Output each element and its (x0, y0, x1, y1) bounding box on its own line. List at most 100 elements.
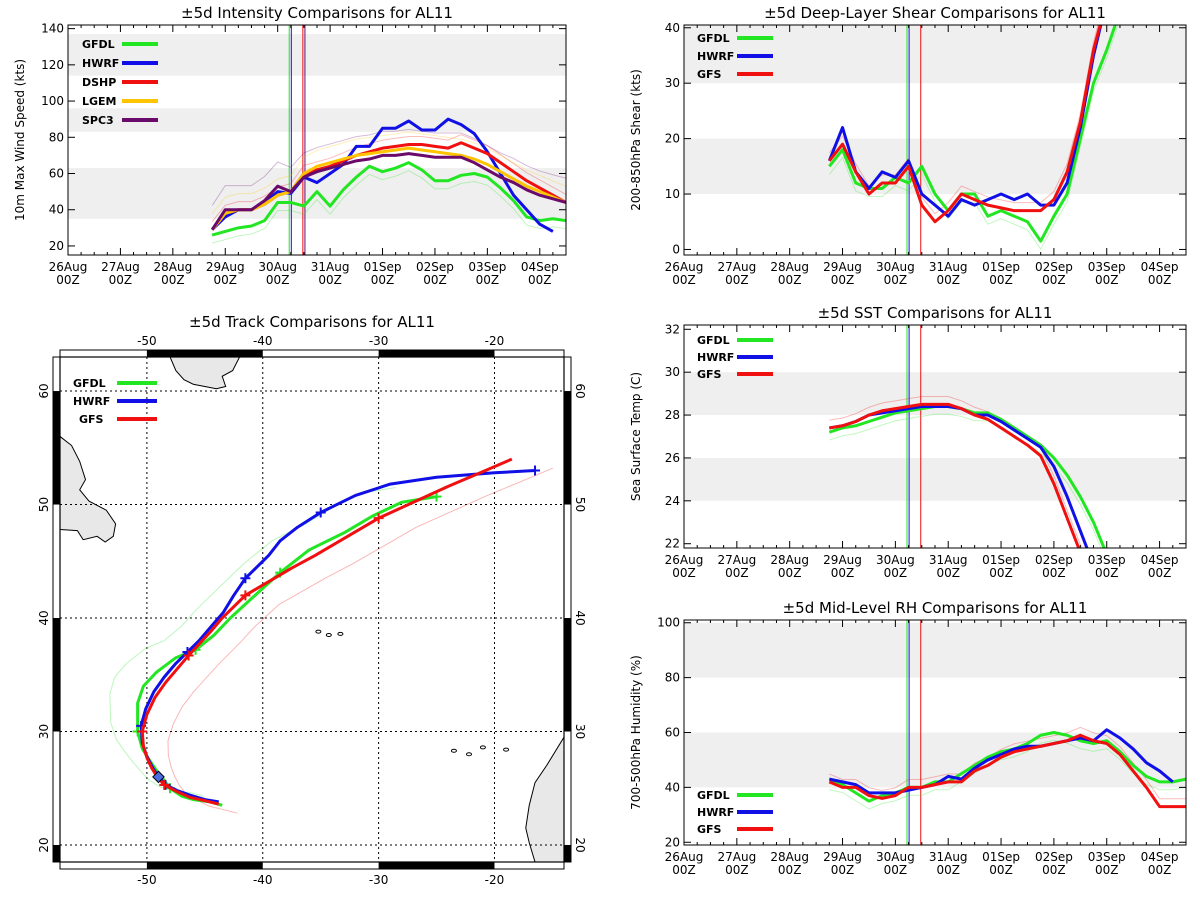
track-day-marker (240, 573, 251, 584)
y-tick-label: 80 (665, 671, 680, 685)
x-tick-label: 04Sep (521, 260, 559, 274)
x-tick-hour: 00Z (672, 863, 696, 877)
chart-title: ±5d Track Comparisons for AL11 (189, 313, 435, 331)
lat-label-left: 20 (37, 837, 51, 852)
x-tick-hour: 00Z (476, 273, 500, 287)
y-axis-label: 10m Max Wind Speed (kts) (13, 59, 27, 221)
x-tick-hour: 00Z (371, 273, 395, 287)
x-tick-hour: 00Z (831, 863, 855, 877)
lat-label-right: 30 (573, 724, 587, 739)
legend-label: SPC3 (82, 114, 114, 127)
lon-label-bottom: -50 (137, 873, 157, 887)
x-tick-hour: 00Z (778, 273, 802, 287)
island (465, 752, 472, 757)
x-tick-hour: 00Z (725, 566, 749, 580)
legend-label: HWRF (697, 50, 734, 63)
x-tick-label: 03Sep (468, 260, 506, 274)
lat-label-left: 30 (37, 724, 51, 739)
x-tick-label: 31Aug (929, 850, 968, 864)
lat-label-right: 20 (573, 837, 587, 852)
newfoundland-land (60, 435, 117, 543)
y-tick-label: 20 (49, 239, 64, 253)
shade-band (684, 372, 1186, 416)
previous-forecast-gfs (829, 726, 1186, 800)
x-tick-label: 01Sep (982, 260, 1020, 274)
x-tick-label: 28Aug (770, 553, 809, 567)
border-outline (52, 356, 61, 863)
y-tick-label: 24 (665, 494, 680, 508)
legend-label: GFS (697, 368, 722, 381)
lat-label-left: 60 (37, 383, 51, 398)
plot-area (827, 25, 1119, 255)
x-tick-label: 30Aug (876, 553, 915, 567)
x-tick-hour: 00Z (778, 863, 802, 877)
border-bar (53, 391, 60, 505)
plot-area (210, 25, 566, 255)
x-tick-label: 26Aug (665, 850, 704, 864)
lon-label-bottom: -20 (485, 873, 505, 887)
x-tick-hour: 00Z (672, 273, 696, 287)
border-bar (53, 844, 60, 862)
legend-label: LGEM (82, 95, 117, 108)
island (315, 629, 322, 634)
y-tick-label: 80 (49, 130, 64, 144)
series-gfs (829, 402, 1081, 548)
border-outline (59, 861, 565, 870)
border-bar (564, 844, 571, 862)
x-tick-label: 28Aug (770, 260, 809, 274)
previous-forecast-gfdl (212, 170, 566, 244)
legend-label: GFDL (82, 38, 115, 51)
island (450, 748, 457, 753)
border-outline (59, 349, 565, 358)
y-axis-label: 200-850hPa Shear (kts) (629, 69, 643, 211)
x-tick-label: 27Aug (717, 850, 756, 864)
y-axis-label: 700-500hPa Humidity (%) (629, 655, 643, 810)
x-tick-hour: 00Z (1042, 863, 1066, 877)
lon-label-bottom: -30 (369, 873, 389, 887)
legend-label: GFDL (697, 32, 730, 45)
previous-forecast-gfs (829, 396, 1083, 548)
intensity-chart: 2040608010012014026Aug00Z27Aug00Z28Aug00… (13, 4, 567, 287)
y-tick-label: 60 (49, 167, 64, 181)
lat-label-left: 40 (37, 610, 51, 625)
x-tick-label: 29Aug (823, 260, 862, 274)
lon-label-top: -50 (137, 334, 157, 348)
chart-title: ±5d SST Comparisons for AL11 (818, 304, 1053, 322)
lon-label-bottom: -40 (253, 873, 273, 887)
border-bar (378, 350, 495, 357)
series-hwrf (211, 117, 554, 233)
x-tick-hour: 00Z (884, 863, 908, 877)
x-tick-hour: 00Z (423, 273, 447, 287)
africa-land (525, 736, 564, 862)
previous-track-hwrf (140, 469, 536, 803)
x-tick-hour: 00Z (936, 273, 960, 287)
x-tick-hour: 00Z (266, 273, 290, 287)
legend-label: GFS (79, 413, 104, 426)
shade-band (684, 732, 1186, 788)
greenland-land (169, 357, 241, 390)
legend-label: GFDL (697, 789, 730, 802)
legend-label: HWRF (73, 395, 110, 408)
x-tick-hour: 00Z (989, 863, 1013, 877)
x-tick-hour: 00Z (214, 273, 238, 287)
previous-forecast-gfdl (829, 739, 1186, 810)
x-tick-label: 27Aug (101, 260, 140, 274)
y-tick-label: 100 (657, 616, 680, 630)
y-tick-label: 40 (49, 203, 64, 217)
y-tick-label: 30 (665, 76, 680, 90)
x-tick-label: 04Sep (1141, 260, 1179, 274)
x-tick-label: 27Aug (717, 260, 756, 274)
y-tick-label: 20 (665, 132, 680, 146)
legend-label: GFDL (697, 334, 730, 347)
x-tick-label: 27Aug (717, 553, 756, 567)
chart-title: ±5d Intensity Comparisons for AL11 (181, 4, 453, 22)
shear-chart: 01020304026Aug00Z27Aug00Z28Aug00Z29Aug00… (629, 4, 1187, 287)
x-tick-label: 28Aug (153, 260, 192, 274)
x-tick-label: 02Sep (1035, 553, 1073, 567)
x-tick-hour: 00Z (1095, 863, 1119, 877)
plot-area (828, 620, 1186, 845)
x-tick-label: 31Aug (929, 553, 968, 567)
x-tick-hour: 00Z (56, 273, 80, 287)
track-map: -50 -50 -40 -40 -30 -30 -20 -20 20 20 30 30 40 40 50 50… (37, 313, 587, 887)
y-tick-label: 20 (665, 835, 680, 849)
